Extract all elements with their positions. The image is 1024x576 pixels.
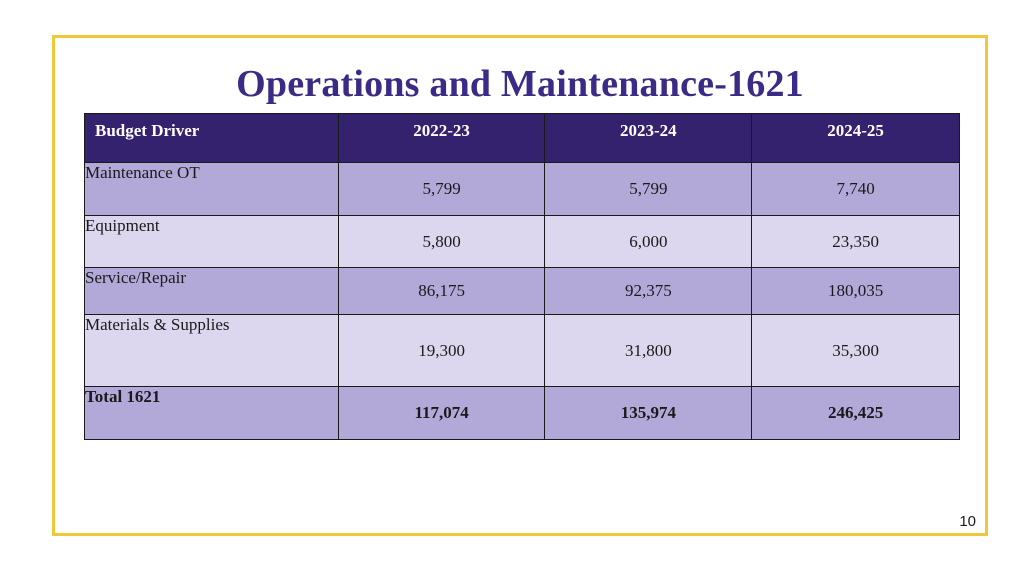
column-header-2023-24: 2023-24 xyxy=(544,113,753,163)
cell-value: 117,074 xyxy=(337,386,546,440)
table-row: Maintenance OT 5,799 5,799 7,740 xyxy=(84,162,960,216)
column-header-2022-23: 2022-23 xyxy=(337,113,546,163)
cell-value: 5,800 xyxy=(337,215,546,268)
column-header-2024-25: 2024-25 xyxy=(751,113,960,163)
table-row: Service/Repair 86,175 92,375 180,035 xyxy=(84,267,960,315)
slide-title: Operations and Maintenance-1621 xyxy=(236,63,804,105)
cell-value: 31,800 xyxy=(544,314,753,387)
table-row: Materials & Supplies 19,300 31,800 35,30… xyxy=(84,314,960,387)
row-label: Total 1621 xyxy=(84,386,339,440)
cell-value: 86,175 xyxy=(337,267,546,315)
cell-value: 19,300 xyxy=(337,314,546,387)
cell-value: 180,035 xyxy=(751,267,960,315)
cell-value: 23,350 xyxy=(751,215,960,268)
cell-value: 35,300 xyxy=(751,314,960,387)
column-header-budget-driver: Budget Driver xyxy=(84,113,339,163)
table-header-row: Budget Driver 2022-23 2023-24 2024-25 xyxy=(84,113,960,163)
row-label: Equipment xyxy=(84,215,339,268)
cell-value: 92,375 xyxy=(544,267,753,315)
cell-value: 6,000 xyxy=(544,215,753,268)
table-row-total: Total 1621 117,074 135,974 246,425 xyxy=(84,386,960,440)
cell-value: 246,425 xyxy=(751,386,960,440)
cell-value: 7,740 xyxy=(751,162,960,216)
budget-table: Budget Driver 2022-23 2023-24 2024-25 Ma… xyxy=(84,113,960,440)
table-row: Equipment 5,800 6,000 23,350 xyxy=(84,215,960,268)
slide-frame xyxy=(52,35,988,536)
row-label: Maintenance OT xyxy=(84,162,339,216)
row-label: Service/Repair xyxy=(84,267,339,315)
cell-value: 5,799 xyxy=(337,162,546,216)
cell-value: 135,974 xyxy=(544,386,753,440)
row-label: Materials & Supplies xyxy=(84,314,339,387)
cell-value: 5,799 xyxy=(544,162,753,216)
page-number: 10 xyxy=(959,513,976,530)
